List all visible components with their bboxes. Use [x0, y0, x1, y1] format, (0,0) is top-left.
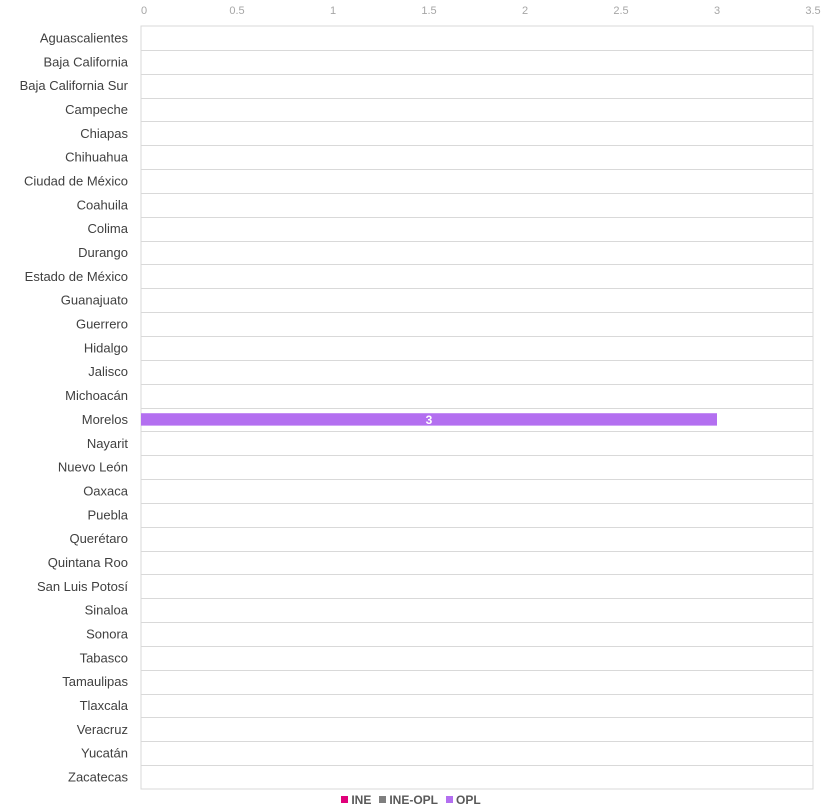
- category-label: Tabasco: [80, 650, 128, 665]
- x-tick-label: 3.5: [805, 5, 820, 17]
- category-label: Hidalgo: [84, 340, 128, 355]
- legend: INE INE-OPL OPL: [0, 793, 822, 807]
- category-label: Nuevo León: [58, 460, 128, 475]
- category-label: Chiapas: [80, 126, 128, 141]
- bar-chart: 0 0.5 1 1.5 2 2.5 3 3.5 Aguascalientes Baja Calif…: [20, 5, 821, 790]
- category-label: Colima: [88, 221, 129, 236]
- x-tick-label: 3: [714, 5, 720, 17]
- legend-label: INE: [351, 793, 372, 807]
- category-label: Aguascalientes: [40, 30, 129, 45]
- legend-swatch: [379, 796, 387, 803]
- category-label: Chihuahua: [65, 150, 129, 165]
- category-label: Durango: [78, 245, 128, 260]
- category-label: Tamaulipas: [62, 674, 128, 689]
- category-label: Guanajuato: [61, 293, 128, 308]
- legend-item: OPL: [446, 793, 481, 807]
- category-label: Baja California Sur: [20, 78, 129, 93]
- legend-label: OPL: [456, 793, 481, 807]
- category-label: Oaxaca: [83, 483, 129, 498]
- category-label: Tlaxcala: [80, 698, 129, 713]
- category-label: Sinaloa: [85, 603, 129, 618]
- category-label: Guerrero: [76, 317, 128, 332]
- category-label: Ciudad de México: [24, 173, 128, 188]
- category-label: Quintana Roo: [48, 555, 128, 570]
- category-label: Campeche: [65, 102, 128, 117]
- x-tick-label: 2.5: [613, 5, 628, 17]
- category-label: Michoacán: [65, 388, 128, 403]
- data-label: 3: [426, 413, 433, 427]
- x-tick-label: 0.5: [229, 5, 244, 17]
- x-tick-label: 1.5: [421, 5, 436, 17]
- category-label: San Luis Potosí: [37, 579, 128, 594]
- legend-item: INE-OPL: [379, 793, 438, 807]
- category-label: Estado de México: [25, 269, 128, 284]
- category-label: Veracruz: [77, 722, 128, 737]
- category-label: Jalisco: [88, 364, 128, 379]
- category-label: Coahuila: [77, 197, 129, 212]
- bar-opl: [141, 413, 717, 426]
- legend-swatch: [446, 796, 453, 803]
- x-tick-label: 2: [522, 5, 528, 17]
- x-tick-label: 0: [141, 5, 147, 17]
- category-label: Querétaro: [69, 531, 128, 546]
- legend-item: INE: [341, 793, 371, 807]
- category-label: Yucatán: [81, 746, 128, 761]
- legend-label: INE-OPL: [389, 793, 438, 807]
- x-tick-label: 1: [330, 5, 336, 17]
- category-label: Puebla: [88, 507, 129, 522]
- category-label: Baja California: [43, 54, 128, 69]
- legend-swatch: [341, 796, 349, 803]
- category-label: Zacatecas: [68, 770, 128, 785]
- category-label: Morelos: [82, 412, 129, 427]
- category-label: Nayarit: [87, 436, 129, 451]
- category-label: Sonora: [86, 627, 129, 642]
- plot-area-border: [140, 25, 814, 790]
